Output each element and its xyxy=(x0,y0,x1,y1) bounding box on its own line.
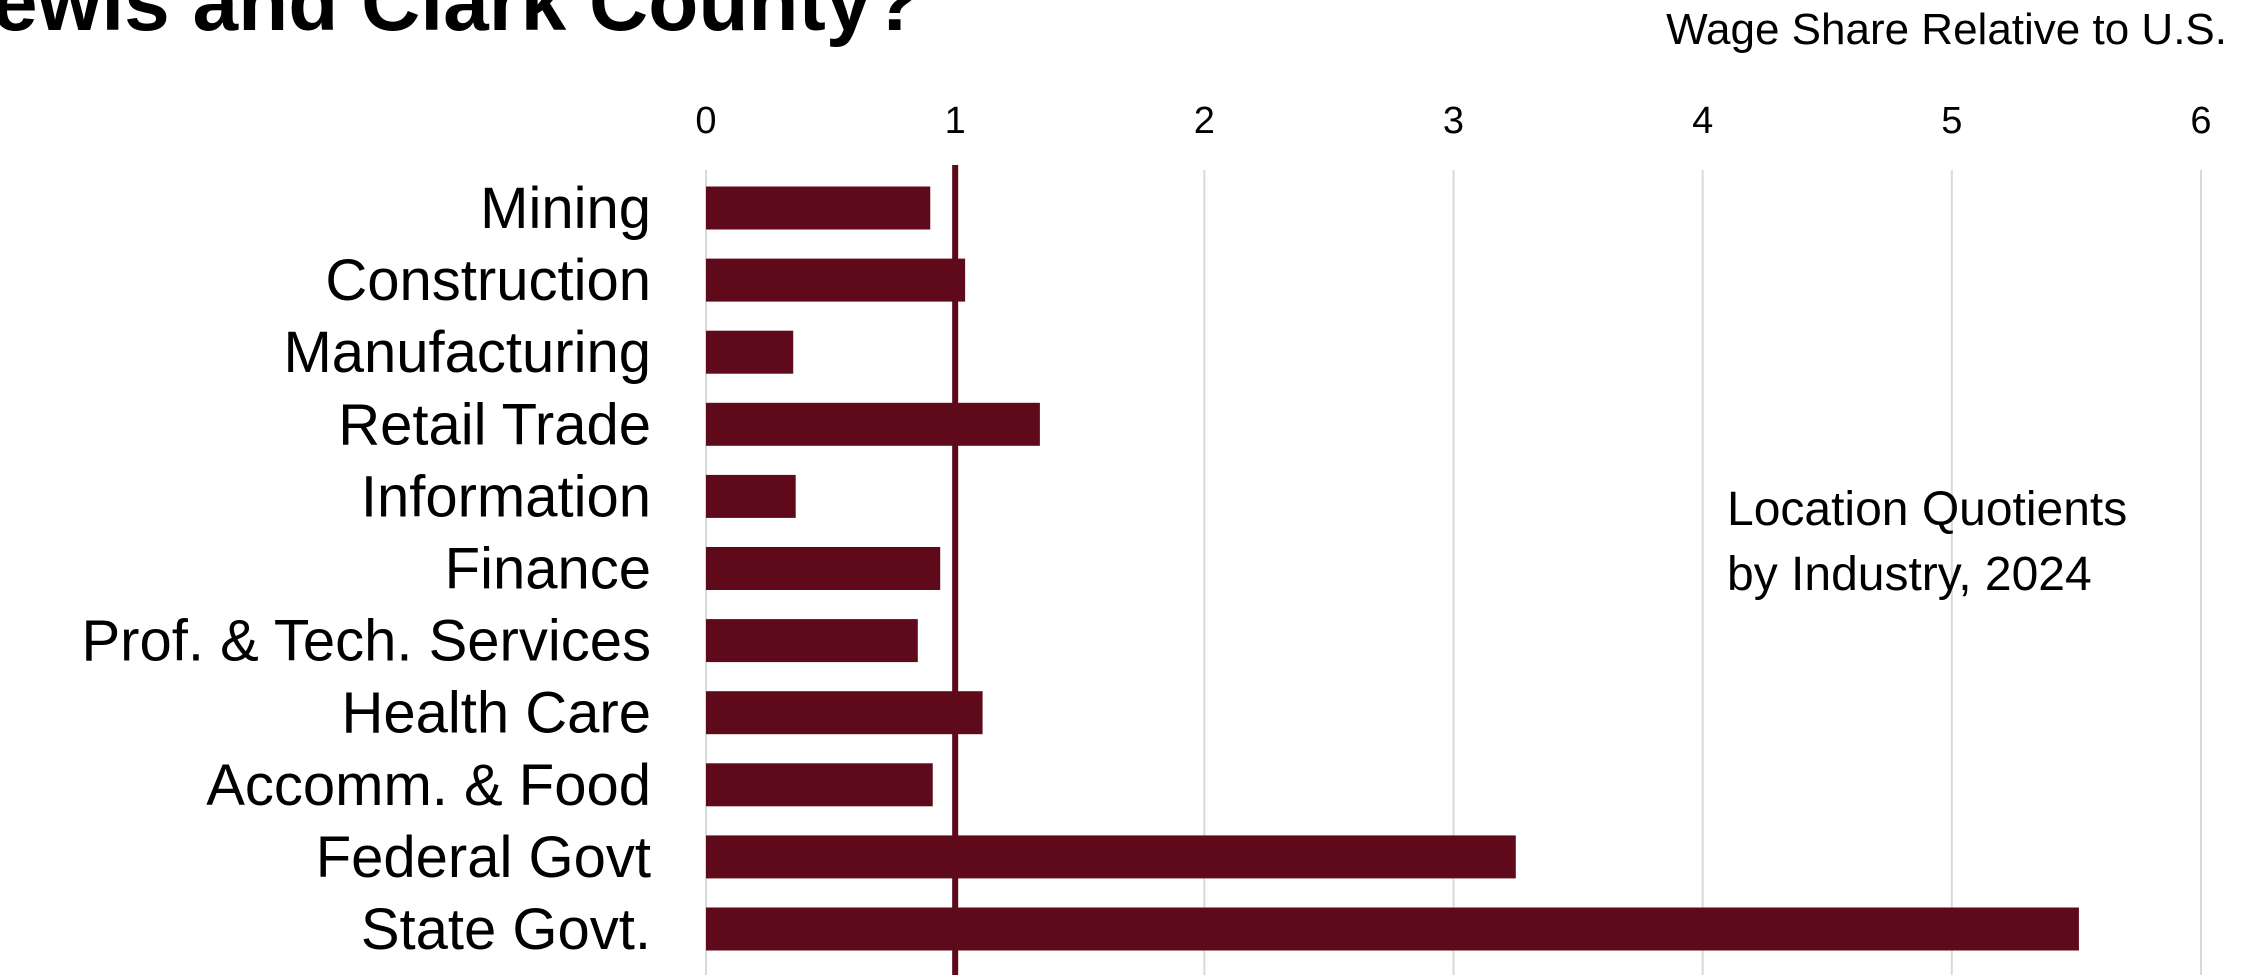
category-label: Finance xyxy=(445,537,651,602)
category-label: Information xyxy=(361,464,651,529)
category-label: Federal Govt xyxy=(316,825,651,890)
x-axis-ticks: 0 1 2 3 4 5 6 xyxy=(695,100,2211,142)
category-label: Manufacturing xyxy=(283,320,651,385)
bar xyxy=(706,330,794,374)
category-label: Accomm. & Food xyxy=(206,753,651,818)
annotation-line-2: by Industry, 2024 xyxy=(1727,548,2092,601)
x-tick-label: 1 xyxy=(945,100,966,142)
category-label: State Govt. xyxy=(361,897,651,962)
x-tick-label: 4 xyxy=(1692,100,1713,142)
bar xyxy=(706,907,2079,951)
bar xyxy=(706,186,931,230)
category-label: Mining xyxy=(480,176,651,241)
bar xyxy=(706,402,1040,446)
chart-title: ewis and Clark County? xyxy=(0,0,922,48)
chart-subtitle: Wage Share Relative to U.S. xyxy=(1666,5,2227,54)
bar xyxy=(706,258,966,302)
bar xyxy=(706,835,1516,879)
x-tick-label: 3 xyxy=(1443,100,1464,142)
category-label: Health Care xyxy=(342,681,651,746)
bar xyxy=(706,619,918,663)
bars xyxy=(706,186,2079,951)
bar xyxy=(706,474,796,518)
x-tick-label: 2 xyxy=(1194,100,1215,142)
category-label: Construction xyxy=(325,248,651,313)
x-tick-label: 5 xyxy=(1941,100,1962,142)
bar xyxy=(706,763,933,807)
category-label: Prof. & Tech. Services xyxy=(82,609,652,674)
category-labels: Mining Construction Manufacturing Retail Tr… xyxy=(82,176,652,962)
x-tick-label: 6 xyxy=(2190,100,2211,142)
x-tick-label: 0 xyxy=(695,100,716,142)
annotation-line-1: Location Quotients xyxy=(1727,483,2127,536)
category-label: Retail Trade xyxy=(338,392,651,457)
bar xyxy=(706,547,941,590)
bar xyxy=(706,691,983,735)
